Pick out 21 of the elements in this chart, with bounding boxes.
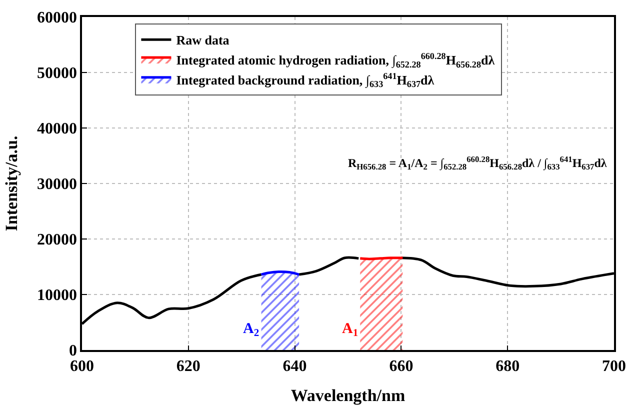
x-tick-label: 640 [282, 358, 307, 375]
x-tick-label: 600 [70, 358, 94, 375]
y-axis-title: Intensity/a.u. [2, 136, 22, 232]
y-tick-label: 30000 [37, 176, 78, 194]
y-tick-label: 60000 [37, 10, 78, 27]
text: R$_{H656.28}$ = A$_{1}$/A$_{2}$ = ∫$_{652.28}$$^{660.28}$H$_{656.28}$dλ / ∫$_{633}$$^{641}$H$_{637}$dλ [348, 155, 607, 172]
legend-label: Integrated background radiation, ∫$_{633}$$^{641}$H$_{637}$dλ [176, 71, 435, 90]
y-tick-label: 40000 [37, 120, 78, 138]
y-tick-label: 50000 [37, 65, 78, 82]
x-tick-label: 620 [176, 358, 200, 375]
x-tick-label: 660 [389, 358, 414, 375]
y-tick-label: 0 [69, 342, 78, 360]
y-tick-label: 20000 [37, 232, 78, 249]
x-tick-label: 680 [496, 358, 520, 375]
y-tick-label: 10000 [37, 287, 78, 304]
annotation: A$_{1}$ [342, 321, 358, 340]
legend-label: Raw data [176, 32, 230, 48]
x-axis-title: Wavelength/nm [290, 386, 406, 405]
x-tick-label: 700 [602, 358, 626, 375]
legend-label: Integrated atomic hydrogen radiation, ∫$_{652.28}$$^{660.28}$H$_{656.28}$dλ [176, 51, 496, 70]
annotation: A$_{2}$ [243, 321, 260, 340]
